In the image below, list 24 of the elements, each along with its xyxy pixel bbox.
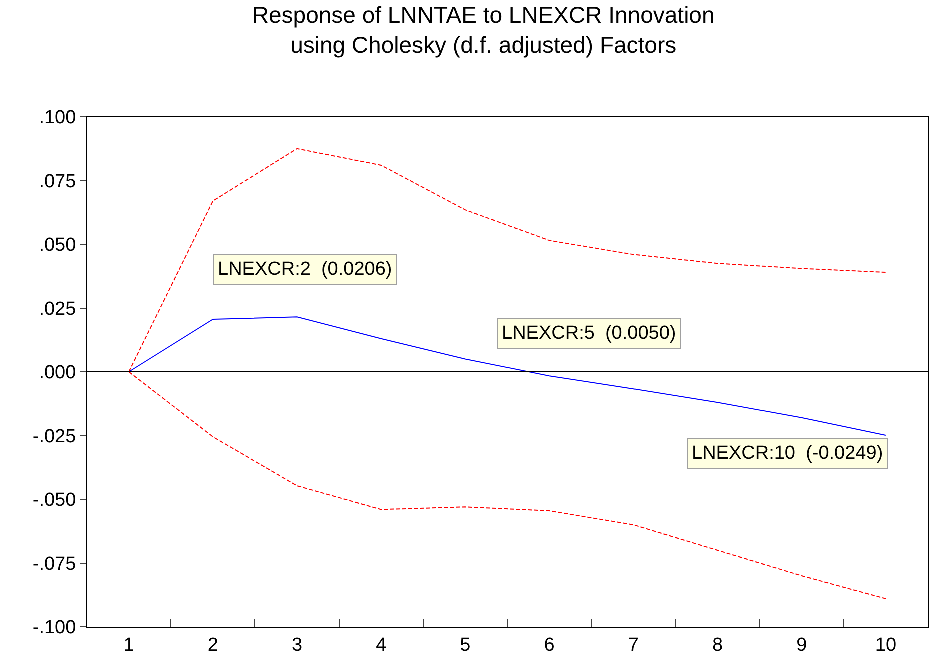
x-tick-label: 10 [875, 634, 897, 656]
annotation: LNEXCR:5 (0.0050) [502, 323, 676, 344]
y-tick-label: -.075 [32, 554, 76, 575]
x-tick-label: 7 [628, 634, 639, 656]
y-tick-label: .075 [39, 171, 76, 192]
y-tick-label: .100 [39, 108, 76, 129]
x-tick-label: 1 [124, 634, 134, 656]
x-tick-label: 4 [376, 634, 388, 656]
chart-title: Response of LNNTAE to LNEXCR Innovation using Cholesky (d.f. adjusted) Factors [252, 2, 715, 58]
y-tick-label: .025 [39, 298, 76, 320]
y-tick-label: -.050 [32, 490, 76, 512]
x-tick-label: 8 [712, 634, 724, 656]
x-tick-label: 6 [544, 634, 555, 656]
annotation: LNEXCR:10 (-0.0249) [692, 443, 884, 464]
y-tick-label: -.025 [32, 426, 76, 448]
x-tick-label: 3 [292, 634, 303, 656]
x-tick-label: 9 [796, 634, 808, 656]
y-tick-label: -.100 [32, 618, 76, 639]
y-tick-label: .050 [39, 235, 76, 256]
y-tick-label: .000 [39, 362, 76, 384]
x-tick-label: 2 [208, 634, 218, 656]
annotation: LNEXCR:2 (0.0206) [218, 259, 392, 280]
line-series [128, 316, 886, 436]
x-tick-label: 5 [460, 634, 471, 656]
